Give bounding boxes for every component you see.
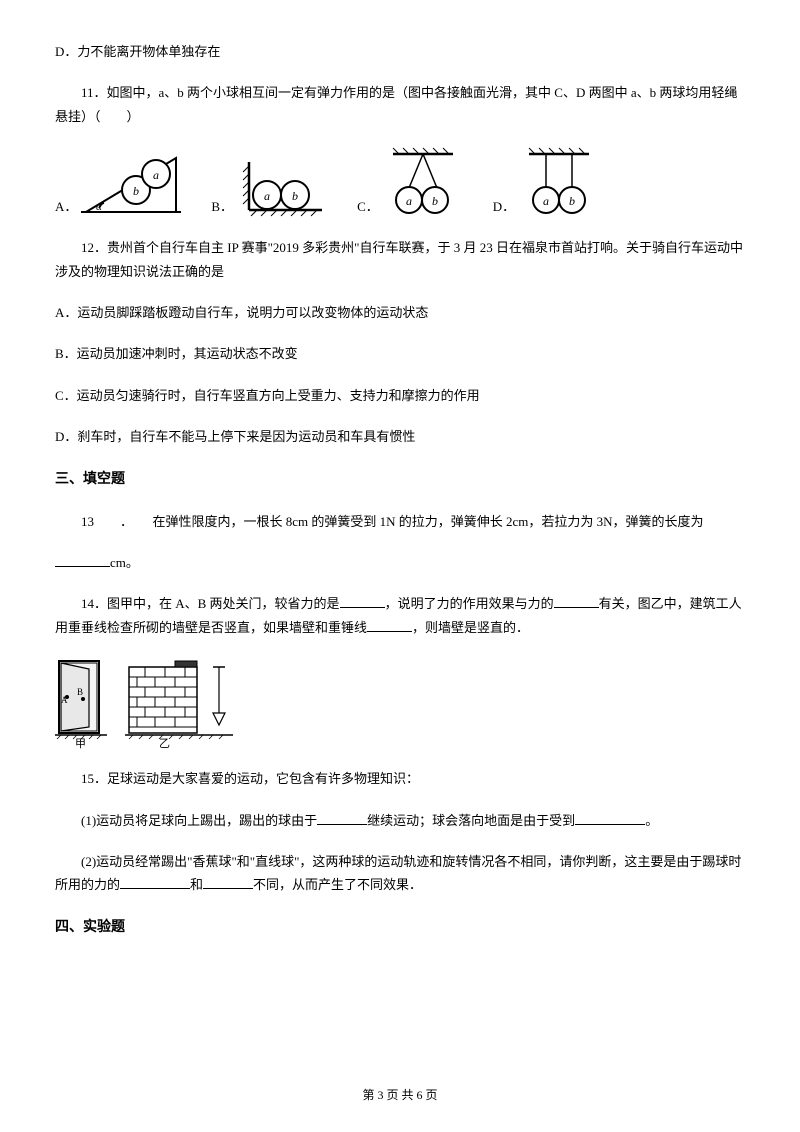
svg-text:a: a (543, 194, 549, 208)
q15-1b: 继续运动；球会落向地面是由于受到 (367, 813, 575, 828)
svg-text:a: a (406, 194, 412, 208)
option-label-a: A． (55, 195, 77, 218)
option-label-c: C． (357, 195, 379, 218)
q12-stem: 12．贵州首个自行车自主 IP 赛事"2019 多彩贵州"自行车联赛，于 3 月… (55, 236, 745, 283)
incline-balls-icon: b a α (81, 150, 181, 218)
page-footer: 第 3 页 共 6 页 (0, 1085, 800, 1107)
svg-text:α: α (96, 201, 102, 213)
q14-blank1 (340, 594, 385, 608)
section-4-title: 四、实验题 (55, 915, 745, 940)
q15-blank1 (317, 811, 367, 825)
svg-text:b: b (133, 184, 139, 198)
q14-label-left: 甲 (75, 738, 86, 749)
svg-text:a: a (264, 189, 270, 203)
q14-p4: ，则墙壁是竖直的． (412, 620, 529, 635)
q15-blank3 (120, 875, 190, 889)
q11-option-b: B． a b (211, 158, 327, 218)
q15-blank4 (203, 875, 253, 889)
svg-text:A: A (61, 695, 68, 705)
q11-option-d: D． a b (493, 146, 599, 218)
option-label-b: B． (211, 195, 233, 218)
q11-stem: 11．如图中，a、b 两个小球相互间一定有弹力作用的是（图中各接触面光滑，其中 … (55, 81, 745, 128)
wall-floor-balls-icon: a b (237, 158, 327, 218)
q11-option-c: C． a b (357, 146, 463, 218)
hanging-parallel-balls-icon: a b (519, 146, 599, 218)
q13-unit: cm。 (110, 555, 139, 570)
q15-2b: 和 (190, 877, 203, 892)
q15-2c: 不同，从而产生了不同效果． (253, 877, 422, 892)
q14: 14．图甲中，在 A、B 两处关门，较省力的是，说明了力的作用效果与力的有关，图… (55, 592, 745, 639)
q15-1a: (1)运动员将足球向上踢出，踢出的球由于 (81, 813, 317, 828)
q14-p2: ，说明了力的作用效果与力的 (385, 596, 554, 611)
q11-option-a: A． b a α (55, 150, 181, 218)
q14-blank2 (554, 594, 599, 608)
q15-stem: 15．足球运动是大家喜爱的运动，它包含有许多物理知识： (55, 767, 745, 790)
q15-blank2 (575, 811, 645, 825)
q15-line2: (2)运动员经常踢出"香蕉球"和"直线球"，这两种球的运动轨迹和旋转情况各不相同… (55, 850, 745, 897)
q13-blank (55, 566, 110, 567)
q13: 13 ． 在弹性限度内，一根长 8cm 的弹簧受到 1N 的拉力，弹簧伸长 2c… (55, 510, 745, 533)
q12-option-d: D．刹车时，自行车不能马上停下来是因为运动员和车具有惯性 (55, 425, 745, 448)
svg-text:b: b (432, 194, 438, 208)
q12-option-c: C．运动员匀速骑行时，自行车竖直方向上受重力、支持力和摩擦力的作用 (55, 384, 745, 407)
svg-text:b: b (292, 189, 298, 203)
svg-text:B: B (77, 687, 83, 697)
q13-text: 13 ． 在弹性限度内，一根长 8cm 的弹簧受到 1N 的拉力，弹簧伸长 2c… (81, 514, 704, 529)
wall-plumb-icon: 乙 (125, 657, 235, 749)
q15-line1: (1)运动员将足球向上踢出，踢出的球由于 继续运动；球会落向地面是由于受到 。 (55, 809, 745, 832)
q14-label-right: 乙 (159, 737, 170, 749)
q11-options: A． b a α B． (55, 146, 745, 218)
svg-text:b: b (569, 194, 575, 208)
q14-blank3 (367, 618, 412, 632)
option-label-d: D． (493, 195, 515, 218)
hanging-v-balls-icon: a b (383, 146, 463, 218)
svg-text:a: a (153, 168, 159, 182)
door-figure-icon: A B 甲 (55, 657, 113, 749)
q15-1c: 。 (645, 813, 658, 828)
q12-option-a: A．运动员脚踩踏板蹬动自行车，说明力可以改变物体的运动状态 (55, 301, 745, 324)
q14-p1: 14．图甲中，在 A、B 两处关门，较省力的是 (81, 596, 340, 611)
section-3-title: 三、填空题 (55, 467, 745, 492)
q12-option-b: B．运动员加速冲刺时，其运动状态不改变 (55, 342, 745, 365)
q10-option-d: D．力不能离开物体单独存在 (55, 40, 745, 63)
q14-figures: A B 甲 (55, 657, 745, 749)
